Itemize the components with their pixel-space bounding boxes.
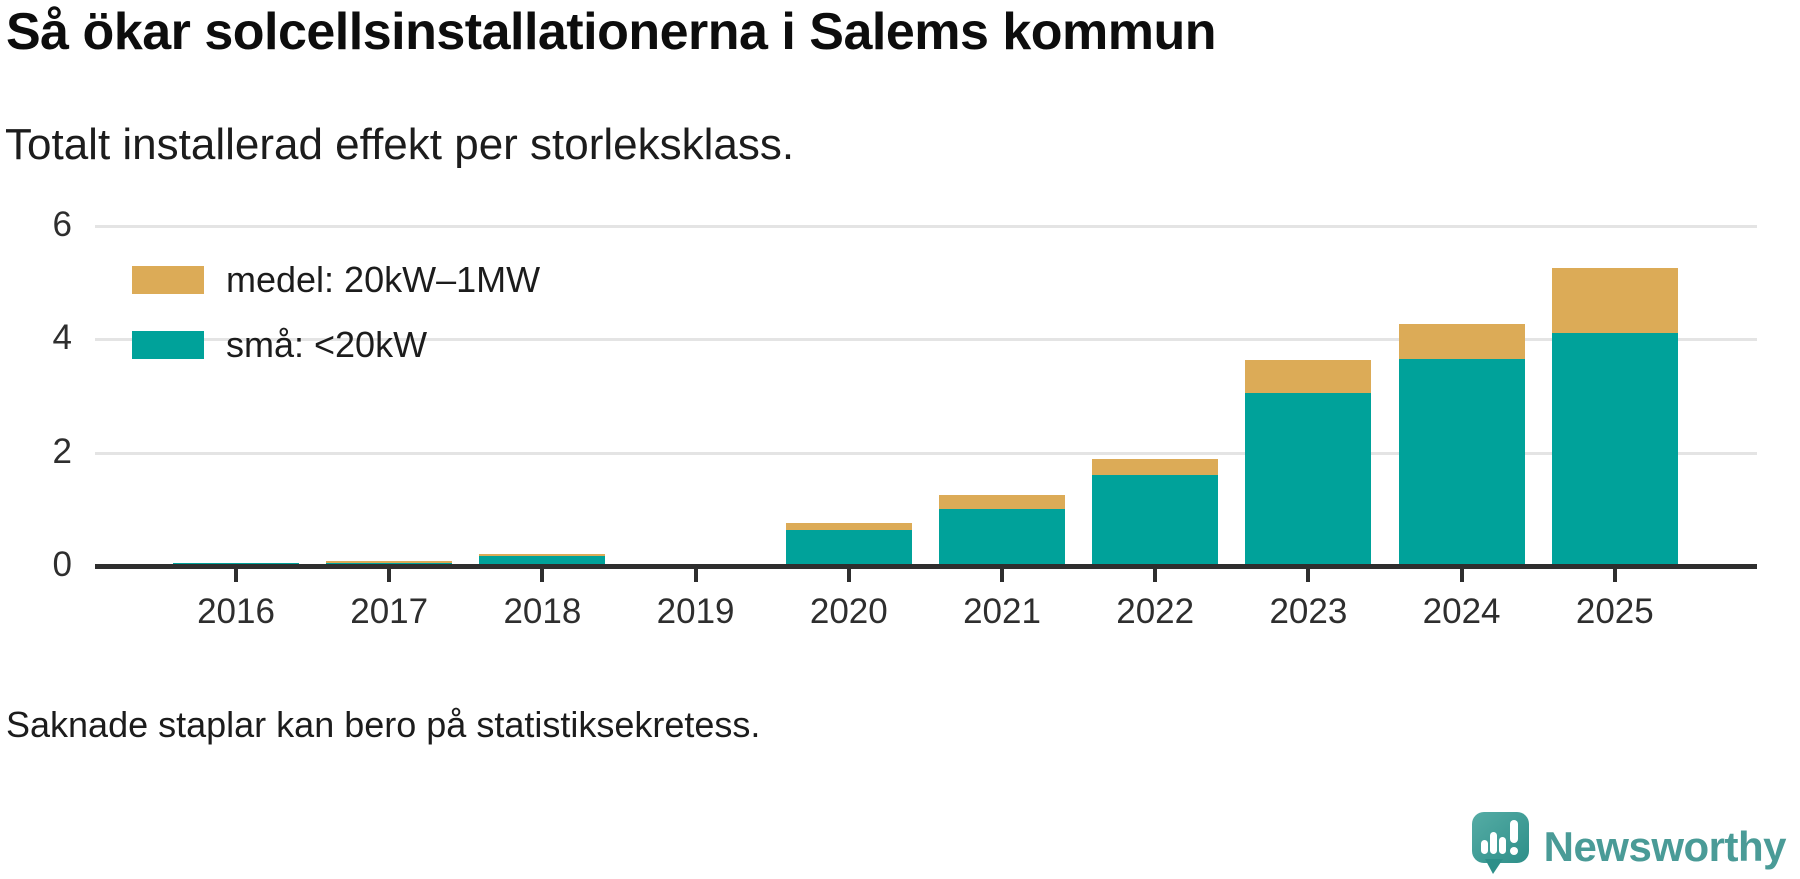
x-axis-tick (1459, 569, 1464, 582)
chart-subtitle: Totalt installerad effekt per storlekskl… (5, 120, 795, 169)
x-axis-tick (846, 569, 851, 582)
x-axis-tick (387, 569, 392, 582)
bar-2018-medium (479, 553, 606, 557)
legend-swatch-small (132, 331, 204, 359)
x-axis-line (95, 564, 1757, 569)
x-axis-tick (234, 569, 238, 582)
bar-2025-small (1551, 332, 1678, 566)
x-axis-label: 2022 (1116, 592, 1195, 631)
bar-2017-medium (326, 560, 453, 564)
bar-2023-medium (1245, 360, 1372, 394)
bar-2018-small (479, 556, 606, 566)
x-axis-label: 2023 (1269, 592, 1348, 631)
bar-2021-small (939, 509, 1065, 566)
newsworthy-logo[interactable]: Newsworthy (1471, 812, 1787, 879)
x-axis-label: 2021 (963, 592, 1041, 631)
legend-swatch-medium (132, 266, 204, 294)
x-axis-tick (1612, 569, 1617, 582)
newsworthy-logo-text: Newsworthy (1543, 822, 1787, 870)
legend-label-small: små: <20kW (226, 324, 428, 365)
gridline-2 (95, 451, 1757, 455)
bar-2024-small (1398, 359, 1525, 566)
newsworthy-logo-icon (1471, 812, 1530, 879)
stacked-bar-chart: 0 2 4 6 2016 2017 2018 2019 2020 2021 2022 2023 2024… (52, 205, 1757, 631)
x-axis-label: 2017 (350, 592, 429, 631)
x-axis-label: 2019 (656, 592, 735, 631)
chart-legend: medel: 20kW–1MW små: <20kW (132, 258, 540, 388)
y-axis-label: 4 (52, 318, 72, 358)
bar-2022-small (1092, 475, 1219, 566)
legend-item-small: små: <20kW (132, 323, 540, 367)
x-axis-tick (1153, 569, 1158, 582)
x-axis-label: 2016 (197, 592, 275, 631)
bar-2023-small (1245, 393, 1372, 566)
x-axis-tick (1000, 569, 1004, 582)
x-axis-tick (540, 569, 545, 582)
bar-2025-medium (1551, 268, 1678, 333)
bar-2021-medium (939, 494, 1065, 510)
y-axis-label: 0 (52, 545, 72, 584)
legend-label-medium: medel: 20kW–1MW (226, 259, 541, 300)
x-axis-label: 2024 (1422, 592, 1501, 631)
bar-2020-small (785, 530, 912, 566)
legend-item-medium: medel: 20kW–1MW (132, 258, 540, 302)
gridline-6 (95, 225, 1757, 229)
page-title: Så ökar solcellsinstallationerna i Salem… (6, 3, 1217, 61)
x-axis-tick (693, 569, 698, 582)
bar-2024-medium (1398, 324, 1525, 360)
x-axis-tick (1306, 569, 1311, 582)
bar-2020-medium (785, 522, 912, 531)
chart-footnote: Saknade staplar kan bero på statistiksek… (6, 704, 761, 745)
x-axis-label: 2018 (503, 592, 582, 631)
x-axis-label: 2020 (809, 592, 888, 631)
y-axis-label: 2 (52, 431, 72, 471)
bar-2022-medium (1092, 459, 1219, 476)
gridline-4 (95, 338, 1757, 342)
y-axis-label: 6 (52, 205, 72, 245)
x-axis-label: 2025 (1575, 592, 1654, 631)
